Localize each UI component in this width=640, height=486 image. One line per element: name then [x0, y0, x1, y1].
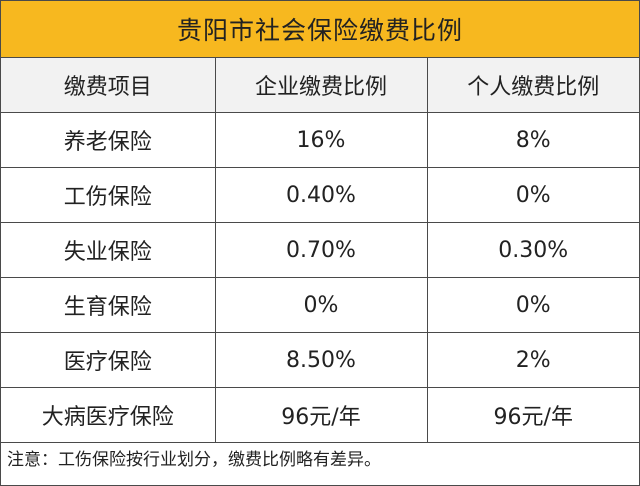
cell-item: 生育保险 — [1, 277, 216, 333]
cell-personal-rate: 96元/年 — [427, 387, 639, 443]
header-company-rate: 企业缴费比例 — [215, 58, 428, 113]
footnote: 注意：工伤保险按行业划分，缴费比例略有差异。 — [7, 450, 381, 470]
cell-item: 工伤保险 — [1, 167, 216, 223]
table-row: 失业保险 0.70% 0.30% — [1, 222, 639, 278]
table-row: 医疗保险 8.50% 2% — [1, 332, 639, 388]
cell-company-rate: 0.70% — [215, 222, 428, 278]
cell-item: 失业保险 — [1, 222, 216, 278]
cell-company-rate: 0.40% — [215, 167, 428, 223]
cell-personal-rate: 2% — [427, 332, 639, 388]
cell-personal-rate: 0.30% — [427, 222, 639, 278]
cell-company-rate: 96元/年 — [215, 387, 428, 443]
cell-personal-rate: 8% — [427, 112, 639, 168]
table-title: 贵阳市社会保险缴费比例 — [1, 1, 639, 58]
cell-personal-rate: 0% — [427, 167, 639, 223]
header-item: 缴费项目 — [1, 58, 216, 113]
header-row: 缴费项目 企业缴费比例 个人缴费比例 — [1, 58, 639, 113]
cell-item: 大病医疗保险 — [1, 387, 216, 443]
table-row: 工伤保险 0.40% 0% — [1, 167, 639, 223]
table-row: 大病医疗保险 96元/年 96元/年 — [1, 387, 639, 443]
cell-company-rate: 0% — [215, 277, 428, 333]
header-personal-rate: 个人缴费比例 — [427, 58, 639, 113]
cell-item: 养老保险 — [1, 112, 216, 168]
cell-company-rate: 8.50% — [215, 332, 428, 388]
table-row: 养老保险 16% 8% — [1, 112, 639, 168]
rate-table: 缴费项目 企业缴费比例 个人缴费比例 养老保险 16% 8% 工伤保险 0.40… — [1, 58, 639, 443]
cell-item: 医疗保险 — [1, 332, 216, 388]
table-row: 生育保险 0% 0% — [1, 277, 639, 333]
cell-company-rate: 16% — [215, 112, 428, 168]
cell-personal-rate: 0% — [427, 277, 639, 333]
